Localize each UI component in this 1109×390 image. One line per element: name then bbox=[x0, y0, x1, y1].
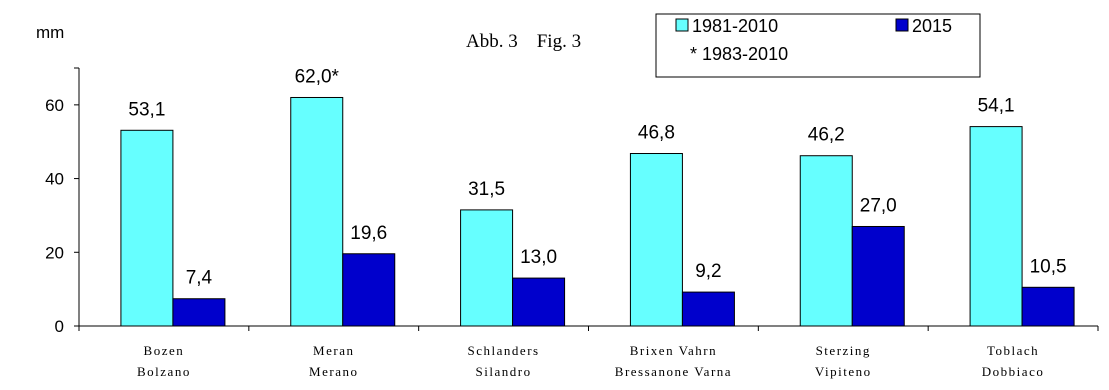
category-label: Dobbiaco bbox=[982, 364, 1045, 379]
labels-layer: 53,1 7,4 62,0* 19,6 31,5 13,0 46,8 9,2 46,2 27,0 5… bbox=[128, 66, 1066, 288]
category-label: Merano bbox=[309, 364, 358, 379]
category-label: Bressanone Varna bbox=[615, 364, 732, 379]
data-label: 9,2 bbox=[695, 261, 721, 282]
data-label: 62,0* bbox=[295, 66, 340, 87]
bar-1981-2010-2 bbox=[460, 209, 514, 327]
category-label: Silandro bbox=[476, 364, 532, 379]
bar-2015-1 bbox=[342, 253, 396, 327]
data-label: 46,8 bbox=[638, 123, 675, 144]
legend-label-1981-2010: 1981-2010 bbox=[692, 16, 778, 36]
bars-layer bbox=[120, 96, 1075, 327]
category-label: Bozen bbox=[144, 343, 185, 358]
bar-2015-4 bbox=[851, 225, 905, 327]
data-label: 7,4 bbox=[186, 268, 213, 289]
bar-2015-2 bbox=[512, 277, 566, 327]
bar-1981-2010-3 bbox=[629, 153, 683, 327]
legend-box bbox=[655, 13, 981, 78]
bar-2015-3 bbox=[681, 291, 735, 327]
axis-layer: 0 20 40 60 bbox=[45, 67, 1099, 336]
bar-1981-2010-0 bbox=[120, 129, 174, 327]
data-label: 13,0 bbox=[520, 247, 557, 268]
category-label: Vipiteno bbox=[815, 364, 872, 379]
bar-1981-2010-5 bbox=[969, 126, 1023, 327]
data-label: 46,2 bbox=[808, 125, 845, 146]
category-label: Toblach bbox=[987, 343, 1039, 358]
y-tick-label: 60 bbox=[45, 96, 64, 115]
data-label: 19,6 bbox=[350, 223, 387, 244]
data-label: 53,1 bbox=[128, 99, 165, 120]
legend-swatch-2015 bbox=[895, 18, 909, 32]
y-tick-label: 40 bbox=[45, 170, 64, 189]
data-label: 31,5 bbox=[468, 179, 505, 200]
category-label: Schlanders bbox=[468, 343, 540, 358]
bar-1981-2010-4 bbox=[799, 155, 853, 327]
legend-swatch-1981-2010 bbox=[675, 18, 689, 32]
legend: 1981-2010 2015 * 1983-2010 bbox=[655, 13, 981, 78]
bar-2015-5 bbox=[1021, 286, 1075, 327]
y-tick-label: 20 bbox=[45, 243, 64, 262]
data-label: 54,1 bbox=[978, 96, 1015, 117]
data-label: 10,5 bbox=[1030, 256, 1067, 277]
legend-note: * 1983-2010 bbox=[690, 44, 788, 64]
y-tick-label: 0 bbox=[55, 317, 64, 336]
category-label: Bolzano bbox=[137, 364, 191, 379]
data-label: 27,0 bbox=[860, 195, 897, 216]
y-axis-unit-label: mm bbox=[36, 23, 64, 42]
legend-label-2015: 2015 bbox=[912, 16, 952, 36]
bar-2015-0 bbox=[172, 298, 226, 327]
category-labels: Bozen Bolzano Meran Merano Schlanders Silandr… bbox=[137, 343, 1045, 379]
figure-label: Abb. 3 Fig. 3 bbox=[466, 31, 581, 52]
category-label: Brixen Vahrn bbox=[630, 343, 717, 358]
category-label: Sterzing bbox=[816, 343, 871, 358]
bar-1981-2010-1 bbox=[290, 96, 344, 327]
category-label: Meran bbox=[313, 343, 354, 358]
